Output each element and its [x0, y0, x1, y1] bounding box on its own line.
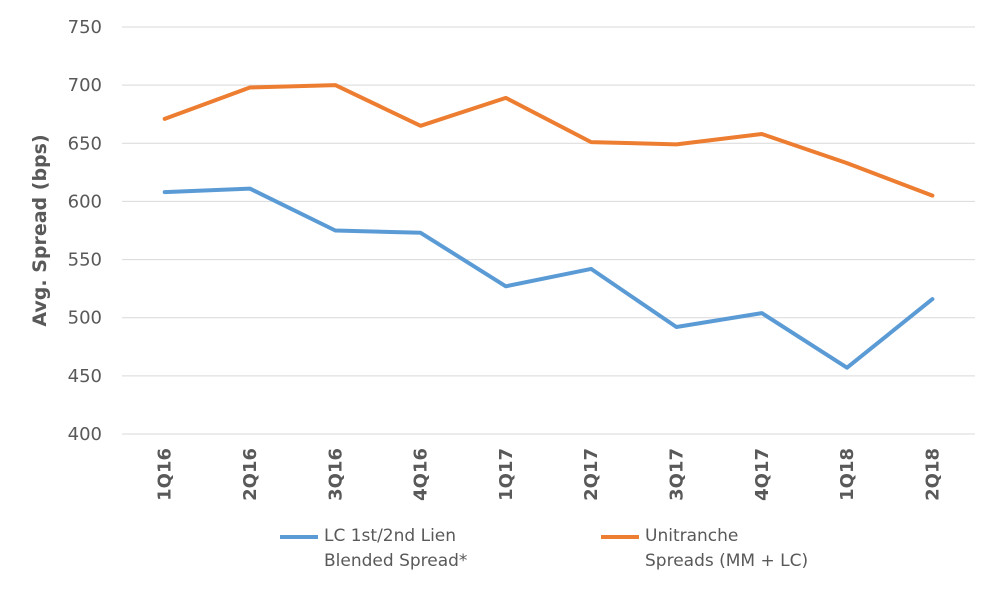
legend-item-lc-blended: LC 1st/2nd Lien Blended Spread* — [280, 524, 510, 576]
y-tick-label: 650 — [68, 133, 102, 154]
legend-swatch-unitranche — [601, 535, 639, 539]
legend-swatch-lc-blended — [280, 535, 318, 539]
series-line-1 — [162, 83, 935, 198]
legend-label-lc-blended-line2: Blended Spread* — [324, 551, 468, 571]
x-tick-label: 4Q17 — [752, 448, 773, 501]
series-line-0 — [162, 186, 935, 370]
y-tick-label: 600 — [68, 191, 102, 212]
x-tick-label: 2Q18 — [922, 448, 943, 501]
y-tick-label: 500 — [68, 308, 102, 329]
x-axis-ticks: 1Q16 2Q16 3Q16 4Q16 1Q17 2Q17 3Q17 4Q17 1Q18 2Q18 — [155, 448, 944, 501]
x-tick-label: 3Q16 — [325, 448, 346, 501]
legend-label-unitranche-line2: Spreads (MM + LC) — [645, 551, 809, 571]
y-tick-label: 750 — [68, 17, 102, 38]
x-tick-label: 1Q16 — [155, 448, 176, 501]
y-axis-ticks: 400 450 500 550 600 650 700 750 — [68, 17, 102, 445]
y-tick-label: 550 — [68, 250, 102, 271]
legend-label-unitranche-line1: Unitranche — [645, 526, 739, 546]
x-tick-label: 4Q16 — [411, 448, 432, 501]
y-tick-label: 400 — [68, 424, 102, 445]
x-tick-label: 2Q16 — [240, 448, 261, 501]
y-tick-label: 450 — [68, 366, 102, 387]
y-axis-label: Avg. Spread (bps) — [29, 134, 51, 326]
x-tick-label: 3Q17 — [666, 448, 687, 501]
x-tick-label: 1Q18 — [837, 448, 858, 501]
legend-item-unitranche: Unitranche Spreads (MM + LC) — [601, 524, 831, 576]
y-tick-label: 700 — [68, 75, 102, 96]
legend-label-lc-blended-line1: LC 1st/2nd Lien — [324, 526, 457, 546]
x-tick-label: 1Q17 — [496, 448, 517, 501]
series-lines — [162, 83, 935, 370]
x-tick-label: 2Q17 — [581, 448, 602, 501]
